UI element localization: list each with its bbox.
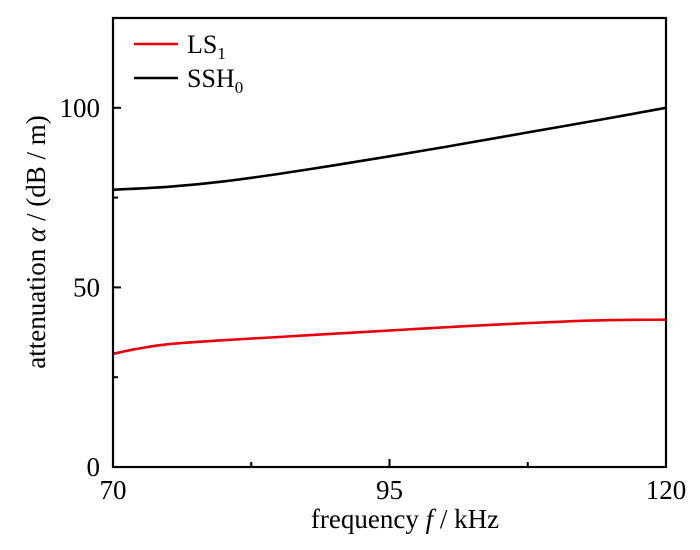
x-tick-label-0: 70	[100, 475, 127, 505]
y-tick-label-0: 0	[87, 452, 101, 482]
axis-ticks	[112, 106, 667, 468]
plot-curves	[112, 106, 667, 356]
series-line-1	[112, 106, 667, 191]
x-tick-label-2: 120	[646, 475, 687, 505]
x-tick-label-1: 95	[376, 475, 403, 505]
y-axis-label: attenuation α / (dB / m)	[21, 115, 51, 368]
tick-labels: 70 95 120 0 50 100	[60, 93, 687, 505]
series-line-0	[112, 318, 667, 356]
legend-label-0: LS1	[187, 30, 226, 63]
y-tick-label-1: 50	[73, 272, 100, 302]
legend-label-1: SSH0	[187, 64, 243, 97]
x-axis-label: frequency f / kHz	[311, 504, 499, 534]
y-tick-label-2: 100	[60, 93, 101, 123]
